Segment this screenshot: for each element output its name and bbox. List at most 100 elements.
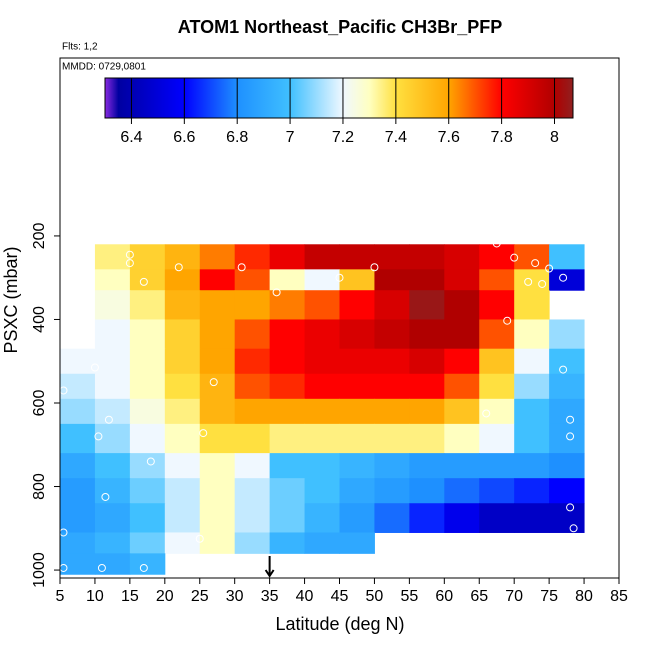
sample-point [524, 277, 533, 286]
heat-cell [304, 423, 340, 454]
sample-point [559, 311, 568, 320]
heat-cell [514, 244, 550, 270]
sample-point [510, 253, 519, 262]
x-tick-label: 30 [226, 588, 244, 605]
heat-cell [94, 553, 131, 575]
heat-cell [234, 532, 271, 554]
heat-cell [60, 348, 96, 375]
heat-cell [339, 319, 375, 350]
latitude-marker [264, 556, 275, 578]
heat-cell [339, 269, 375, 291]
heat-cell [339, 532, 375, 554]
heat-cell [164, 532, 201, 554]
heat-cell [129, 532, 166, 554]
sample-point [559, 365, 568, 374]
colorbar-segment [369, 78, 397, 118]
heat-cell [234, 319, 271, 350]
heat-cell [199, 398, 236, 425]
x-tick-label: 50 [366, 588, 384, 605]
heat-cell [304, 373, 340, 400]
colorbar-segment [105, 78, 119, 118]
colorbar-tick-label: 7.8 [490, 129, 512, 146]
heat-cell [234, 373, 271, 400]
heat-cell [374, 290, 410, 320]
heat-cell [164, 503, 201, 533]
sample-point [125, 250, 134, 259]
heat-cell [94, 244, 131, 270]
heat-cell [234, 348, 271, 375]
chart-title: ATOM1 Northeast_Pacific CH3Br_PFP [178, 17, 502, 37]
heat-cell [339, 503, 375, 533]
colorbar-segment [342, 78, 370, 118]
sample-point [492, 239, 501, 248]
x-tick-label: 15 [121, 588, 139, 605]
heat-cell [374, 423, 410, 454]
sample-point [146, 457, 155, 466]
heat-cell [199, 453, 236, 479]
heat-cell [479, 453, 515, 479]
sample-point [213, 231, 222, 240]
heat-cell [479, 290, 515, 320]
x-tick-label: 70 [505, 588, 523, 605]
heat-cell [304, 290, 340, 320]
y-tick-label: 200 [31, 222, 48, 249]
sample-point [237, 263, 246, 272]
heat-cell [60, 478, 96, 504]
sample-point [503, 316, 512, 325]
heat-cell [339, 290, 375, 320]
heat-cell [269, 348, 306, 375]
heat-cell [514, 319, 550, 350]
sample-point [90, 363, 99, 372]
heat-cell [409, 244, 445, 270]
heat-cell [269, 269, 306, 291]
colorbar-segment [448, 78, 502, 118]
x-tick-label: 10 [86, 588, 104, 605]
heat-cell [94, 290, 131, 320]
colorbar-tick-label: 8 [550, 129, 559, 146]
heat-cell [234, 453, 271, 479]
heat-cell [444, 503, 480, 533]
heat-cell [479, 373, 515, 400]
heat-cell [514, 453, 550, 479]
heat-cell [94, 453, 131, 479]
heat-cell [479, 319, 515, 350]
heat-cell [269, 398, 306, 425]
heat-cell [199, 348, 236, 375]
heat-cell [409, 423, 445, 454]
sample-point [94, 432, 103, 441]
heat-cell [549, 453, 585, 479]
heat-cell [409, 319, 445, 350]
heat-cell [409, 348, 445, 375]
heat-cell [94, 319, 131, 350]
heat-cell [549, 244, 585, 270]
x-tick-label: 5 [56, 588, 65, 605]
sample-point [566, 503, 575, 512]
heat-cell [514, 503, 550, 533]
heat-cell [164, 269, 201, 291]
heat-cell [164, 423, 201, 454]
sample-point [139, 563, 148, 572]
heat-cell [199, 269, 236, 291]
heat-cell [94, 532, 131, 554]
heat-cell [339, 398, 375, 425]
heat-cell [444, 453, 480, 479]
heat-cell [60, 453, 96, 479]
sample-point [97, 563, 106, 572]
x-tick-label: 65 [470, 588, 488, 605]
heat-cell [269, 290, 306, 320]
heat-cell [444, 244, 480, 270]
heat-cell [479, 503, 515, 533]
dates-note: MMDD: 0729,0801 [62, 62, 146, 73]
sample-point [566, 415, 575, 424]
sample-point [482, 409, 491, 418]
heat-cell [94, 503, 131, 533]
colorbar-tick-label: 6.6 [173, 129, 195, 146]
heat-cell [164, 319, 201, 350]
sample-point [101, 492, 110, 501]
sample-point [538, 279, 547, 288]
colorbar-tick-label: 6.4 [120, 129, 142, 146]
x-axis-label: Latitude (deg N) [275, 614, 404, 634]
heat-cell [514, 423, 550, 454]
colorbar-frame [104, 77, 574, 119]
heat-cell [479, 398, 515, 425]
